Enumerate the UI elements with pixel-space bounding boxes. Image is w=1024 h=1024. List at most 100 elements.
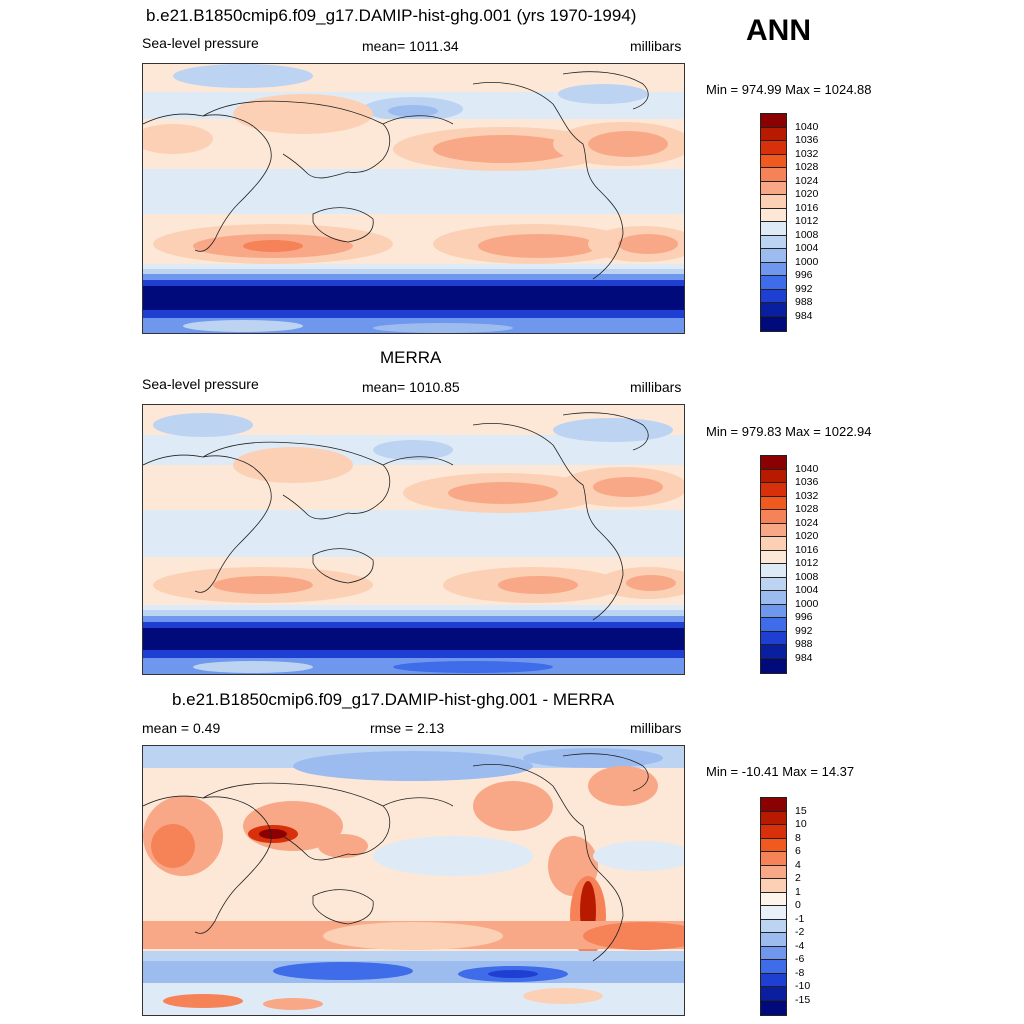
colorbar-1: 1040 1036 1032 1028 1024 1020 1016 1012 1008 1004… bbox=[760, 113, 818, 332]
colorbar-swatch bbox=[760, 248, 787, 264]
panel-1-center-label: mean= 1011.34 bbox=[362, 38, 459, 54]
colorbar-swatch bbox=[760, 797, 787, 813]
colorbar-swatch bbox=[760, 824, 787, 840]
colorbar-swatch bbox=[760, 576, 787, 593]
colorbar-label: 996 bbox=[795, 269, 813, 281]
colorbar-label: -2 bbox=[795, 926, 805, 938]
colorbar-swatch bbox=[760, 275, 787, 291]
panel-2-center-label: mean= 1010.85 bbox=[362, 379, 460, 395]
colorbar-label: 4 bbox=[795, 858, 801, 871]
colorbar-swatch bbox=[760, 563, 787, 579]
colorbar-swatch bbox=[760, 837, 787, 854]
colorbar-label: 1036 bbox=[795, 134, 819, 146]
panel-3-rmse-label: rmse = 2.13 bbox=[370, 720, 445, 736]
colorbar-label: 1012 bbox=[795, 557, 819, 569]
colorbar-2: 1040 1036 1032 1028 1024 1020 1016 1012 1008 1004… bbox=[760, 455, 818, 674]
colorbar-label: 1 bbox=[795, 885, 801, 898]
colorbar-swatch bbox=[760, 617, 787, 633]
colorbar-label: 984 bbox=[795, 651, 813, 664]
colorbar-label: 1032 bbox=[795, 147, 819, 160]
colorbar-swatch bbox=[760, 945, 787, 962]
colorbar-label: 1004 bbox=[795, 584, 819, 596]
colorbar-swatch bbox=[760, 603, 787, 620]
panel-3-minmax: Min = -10.41 Max = 14.37 bbox=[706, 764, 855, 779]
colorbar-label: 984 bbox=[795, 309, 813, 322]
season-label: ANN bbox=[746, 14, 811, 47]
colorbar-swatch bbox=[760, 315, 787, 332]
colorbar-swatch bbox=[760, 221, 787, 237]
colorbar-label: 1000 bbox=[795, 597, 819, 610]
panel-3-map bbox=[142, 745, 685, 1016]
colorbar-swatch bbox=[760, 851, 787, 867]
colorbar-label: 1028 bbox=[795, 503, 819, 515]
colorbar-label: 1024 bbox=[795, 174, 819, 187]
colorbar-label: -10 bbox=[795, 980, 811, 992]
colorbar-label: 988 bbox=[795, 296, 813, 308]
colorbar-label: 6 bbox=[795, 845, 801, 857]
colorbar-swatch bbox=[760, 194, 787, 210]
colorbar-label: 1000 bbox=[795, 255, 819, 268]
colorbar-label: 1020 bbox=[795, 530, 819, 542]
colorbar-swatch bbox=[760, 630, 787, 647]
colorbar-swatch bbox=[760, 932, 787, 948]
colorbar-swatch bbox=[760, 495, 787, 512]
colorbar-swatch bbox=[760, 455, 787, 471]
colorbar-label: 1036 bbox=[795, 476, 819, 488]
colorbar-swatch bbox=[760, 126, 787, 143]
colorbar-3: 15 10 8 6 4 2 1 0 -1 -2 -4 -6 -8 -10 -15 bbox=[760, 797, 810, 1016]
colorbar-swatch bbox=[760, 918, 787, 935]
panel-3-units: millibars bbox=[630, 720, 682, 736]
panel-1-title: b.e21.B1850cmip6.f09_g17.DAMIP-hist-ghg.… bbox=[146, 6, 637, 25]
colorbar-label: 0 bbox=[795, 899, 801, 911]
panel-1-units: millibars bbox=[630, 38, 682, 54]
colorbar-swatch bbox=[760, 657, 787, 674]
panel-2-units: millibars bbox=[630, 379, 682, 395]
colorbar-label: 992 bbox=[795, 282, 813, 295]
colorbar-swatch bbox=[760, 113, 787, 129]
colorbar-label: -6 bbox=[795, 953, 805, 965]
colorbar-label: -4 bbox=[795, 939, 805, 952]
panel-3-mean-label: mean = 0.49 bbox=[142, 720, 221, 736]
colorbar-swatch bbox=[760, 288, 787, 305]
colorbar-swatch bbox=[760, 261, 787, 278]
colorbar-swatch bbox=[760, 878, 787, 894]
colorbar-label: 1024 bbox=[795, 516, 819, 529]
colorbar-label: 1028 bbox=[795, 161, 819, 173]
colorbar-swatch bbox=[760, 167, 787, 183]
colorbar-swatch bbox=[760, 959, 787, 975]
panel-2-left-label: Sea-level pressure bbox=[142, 376, 259, 392]
colorbar-label: 2 bbox=[795, 872, 801, 884]
colorbar-swatch bbox=[760, 972, 787, 989]
colorbar-label: 992 bbox=[795, 624, 813, 637]
colorbar-label: 996 bbox=[795, 611, 813, 623]
colorbar-label: 8 bbox=[795, 831, 801, 844]
panel-3-title: b.e21.B1850cmip6.f09_g17.DAMIP-hist-ghg.… bbox=[172, 690, 615, 709]
colorbar-label: 10 bbox=[795, 818, 807, 830]
colorbar-label: 15 bbox=[795, 804, 807, 817]
colorbar-label: 1008 bbox=[795, 570, 819, 583]
colorbar-swatch bbox=[760, 234, 787, 251]
colorbar-swatch bbox=[760, 509, 787, 525]
colorbar-label: -8 bbox=[795, 966, 805, 979]
colorbar-swatch bbox=[760, 644, 787, 660]
colorbar-label: 1016 bbox=[795, 201, 819, 214]
colorbar-swatch bbox=[760, 590, 787, 606]
colorbar-swatch bbox=[760, 864, 787, 881]
panel-2-map bbox=[142, 404, 685, 675]
colorbar-label: 1040 bbox=[795, 462, 819, 475]
colorbar-swatch bbox=[760, 153, 787, 170]
panel-1-minmax: Min = 974.99 Max = 1024.88 bbox=[706, 82, 872, 97]
colorbar-swatch bbox=[760, 549, 787, 566]
colorbar-swatch bbox=[760, 905, 787, 921]
colorbar-label: 1040 bbox=[795, 120, 819, 133]
colorbar-label: -1 bbox=[795, 912, 805, 925]
colorbar-swatch bbox=[760, 536, 787, 552]
colorbar-swatch bbox=[760, 891, 787, 908]
colorbar-label: 1012 bbox=[795, 215, 819, 227]
colorbar-swatch bbox=[760, 482, 787, 498]
panel-1-left-label: Sea-level pressure bbox=[142, 35, 259, 51]
colorbar-label: 1032 bbox=[795, 489, 819, 502]
colorbar-swatch bbox=[760, 810, 787, 827]
colorbar-label: 1016 bbox=[795, 543, 819, 556]
colorbar-label: 1008 bbox=[795, 228, 819, 241]
